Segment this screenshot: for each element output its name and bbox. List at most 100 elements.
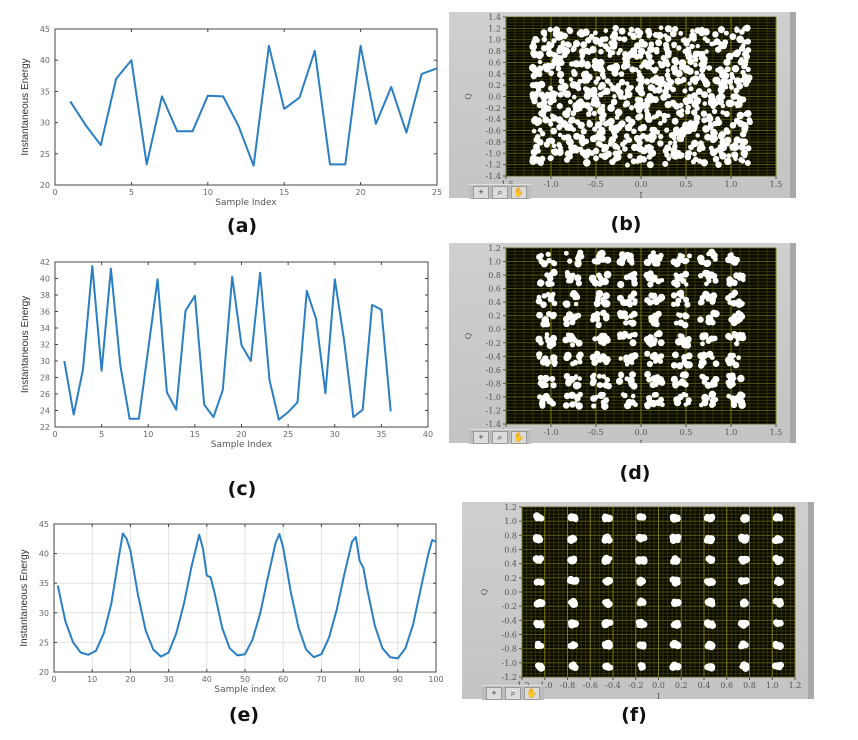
svg-text:-0.4: -0.4 xyxy=(486,115,501,124)
svg-text:0.6: 0.6 xyxy=(504,546,517,555)
svg-text:20: 20 xyxy=(39,668,49,677)
constellation-panel-b: -1.5-1.0-0.50.00.51.01.5-1.4-1.2-1.0-0.8… xyxy=(449,12,796,200)
graph-palette: + ⌕ ✋ xyxy=(469,184,531,199)
constellation-b-plot: -1.5-1.0-0.50.00.51.01.5-1.4-1.2-1.0-0.8… xyxy=(464,13,783,200)
constellation-panel-f: -1.2 -1.0 -0.8 -0.6 -0.4 -0.2 0.0 0.2 0.4 0.6 0.8 1… xyxy=(462,502,814,701)
svg-text:40: 40 xyxy=(39,550,49,559)
svg-text:0.4: 0.4 xyxy=(698,681,711,690)
svg-text:-0.6: -0.6 xyxy=(502,631,517,640)
svg-text:1.2: 1.2 xyxy=(504,503,517,512)
svg-text:1.0: 1.0 xyxy=(488,36,501,45)
svg-text:70: 70 xyxy=(316,675,326,684)
svg-text:-1.0: -1.0 xyxy=(543,180,558,189)
svg-text:-0.8: -0.8 xyxy=(486,379,501,388)
svg-text:1.2: 1.2 xyxy=(789,681,802,690)
graph-palette: + ⌕ ✋ xyxy=(469,429,531,444)
svg-text:0: 0 xyxy=(51,675,56,684)
svg-text:-0.5: -0.5 xyxy=(588,180,603,189)
svg-text:-0.8: -0.8 xyxy=(502,645,517,654)
cursor-move-icon[interactable]: + xyxy=(473,430,489,444)
svg-text:25: 25 xyxy=(39,638,49,647)
pan-hand-icon[interactable]: ✋ xyxy=(511,185,527,199)
svg-text:1.0: 1.0 xyxy=(725,428,738,437)
svg-text:60: 60 xyxy=(278,675,288,684)
svg-text:0.2: 0.2 xyxy=(504,574,517,583)
svg-text:-1.0: -1.0 xyxy=(537,681,552,690)
svg-text:0.6: 0.6 xyxy=(488,285,501,294)
svg-text:-0.6: -0.6 xyxy=(486,127,501,136)
svg-text:1.5: 1.5 xyxy=(770,180,783,189)
svg-text:1.0: 1.0 xyxy=(504,517,517,526)
svg-text:30: 30 xyxy=(40,357,50,366)
svg-text:10: 10 xyxy=(143,430,153,439)
svg-text:10: 10 xyxy=(203,188,213,197)
zoom-icon[interactable]: ⌕ xyxy=(492,185,508,199)
svg-text:0.2: 0.2 xyxy=(675,681,688,690)
svg-text:0.0: 0.0 xyxy=(635,180,648,189)
caption-f: (f) xyxy=(621,704,647,726)
svg-text:Sample index: Sample index xyxy=(214,685,276,695)
svg-text:Sample Index: Sample Index xyxy=(211,440,273,450)
zoom-icon[interactable]: ⌕ xyxy=(505,686,521,700)
graph-palette: + ⌕ ✋ xyxy=(482,685,544,700)
svg-text:-1.2: -1.2 xyxy=(486,161,501,170)
svg-text:20: 20 xyxy=(356,188,366,197)
svg-text:28: 28 xyxy=(40,374,50,383)
svg-text:1.0: 1.0 xyxy=(725,180,738,189)
svg-text:Instantaneous Energy: Instantaneous Energy xyxy=(19,549,30,646)
svg-text:50: 50 xyxy=(240,675,250,684)
chart-c-plot: 0 5 10 15 20 25 30 35 40 22 24 26 28 30 32 34 36 38 40 42 Sa… xyxy=(20,258,433,450)
svg-text:40: 40 xyxy=(423,430,433,439)
svg-text:0.0: 0.0 xyxy=(488,93,501,102)
svg-text:10: 10 xyxy=(87,675,97,684)
svg-text:30: 30 xyxy=(164,675,174,684)
svg-text:1.0: 1.0 xyxy=(766,681,779,690)
svg-text:-0.4: -0.4 xyxy=(486,352,501,361)
svg-text:-0.4: -0.4 xyxy=(502,616,517,625)
svg-text:-0.5: -0.5 xyxy=(588,428,603,437)
svg-text:0.0: 0.0 xyxy=(635,428,648,437)
cursor-move-icon[interactable]: + xyxy=(473,185,489,199)
constellation-panel-d: -1.5-1.0-0.50.00.51.01.5-1.4-1.2-1.0-0.8… xyxy=(449,243,796,448)
svg-text:25: 25 xyxy=(283,430,293,439)
svg-text:25: 25 xyxy=(432,188,442,197)
svg-text:Instantaneous Energy: Instantaneous Energy xyxy=(20,296,31,393)
svg-text:38: 38 xyxy=(40,291,50,300)
svg-text:Q: Q xyxy=(464,93,473,100)
svg-text:-1.2: -1.2 xyxy=(502,673,517,682)
svg-text:0.4: 0.4 xyxy=(504,560,517,569)
svg-text:0.0: 0.0 xyxy=(504,588,517,597)
cursor-move-icon[interactable]: + xyxy=(486,686,502,700)
svg-text:-0.6: -0.6 xyxy=(486,366,501,375)
caption-c: (c) xyxy=(227,478,257,500)
svg-text:5: 5 xyxy=(99,430,104,439)
zoom-icon[interactable]: ⌕ xyxy=(492,430,508,444)
svg-text:20: 20 xyxy=(125,675,135,684)
svg-text:22: 22 xyxy=(40,423,50,432)
svg-text:-0.8: -0.8 xyxy=(560,681,575,690)
svg-text:-0.8: -0.8 xyxy=(486,138,501,147)
svg-text:-0.2: -0.2 xyxy=(502,602,517,611)
svg-text:15: 15 xyxy=(279,188,289,197)
svg-text:I: I xyxy=(657,692,660,699)
svg-text:-1.0: -1.0 xyxy=(486,393,501,402)
svg-text:0.4: 0.4 xyxy=(488,298,501,307)
svg-text:0.0: 0.0 xyxy=(488,325,501,334)
constellation-f-plot: -1.2 -1.0 -0.8 -0.6 -0.4 -0.2 0.0 0.2 0.4 0.6 0.8 1… xyxy=(480,503,802,701)
caption-d: (d) xyxy=(619,462,651,484)
chart-e-plot: 0 10 20 30 40 50 60 70 80 90 100 20 25 30 35 40 45 Sample… xyxy=(19,520,444,695)
svg-text:5: 5 xyxy=(129,188,134,197)
svg-text:0.8: 0.8 xyxy=(743,681,756,690)
pan-hand-icon[interactable]: ✋ xyxy=(511,430,527,444)
svg-text:40: 40 xyxy=(202,675,212,684)
svg-text:0.6: 0.6 xyxy=(720,681,733,690)
svg-text:-1.2: -1.2 xyxy=(486,406,501,415)
svg-text:Sample Index: Sample Index xyxy=(215,198,277,208)
svg-text:20: 20 xyxy=(236,430,246,439)
svg-text:30: 30 xyxy=(40,119,50,128)
svg-text:34: 34 xyxy=(40,324,50,333)
svg-text:0.6: 0.6 xyxy=(488,58,501,67)
pan-hand-icon[interactable]: ✋ xyxy=(524,686,540,700)
svg-text:40: 40 xyxy=(40,56,50,65)
chart-c: 0 5 10 15 20 25 30 35 40 22 24 26 28 30 32 34 36 38 40 42 Sa… xyxy=(0,240,445,455)
